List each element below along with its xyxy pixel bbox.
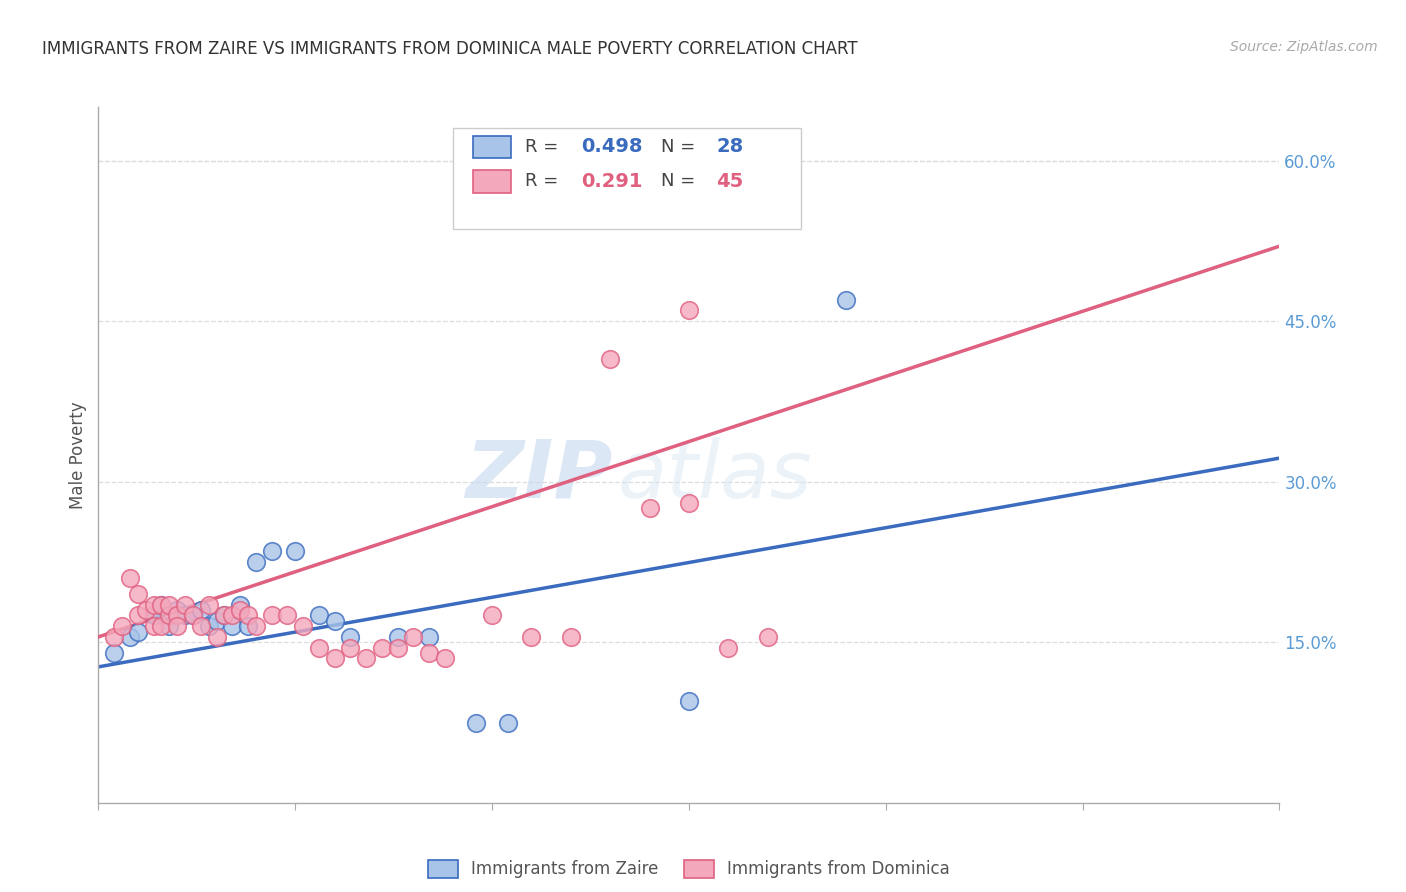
Point	[284, 544, 307, 558]
Point	[835, 293, 858, 307]
Point	[678, 303, 700, 318]
Point	[560, 630, 582, 644]
Point	[638, 501, 661, 516]
Text: 45: 45	[716, 172, 744, 191]
Point	[214, 608, 236, 623]
Point	[157, 598, 180, 612]
Point	[142, 608, 165, 623]
Point	[214, 608, 236, 623]
Point	[229, 603, 252, 617]
Point	[520, 630, 543, 644]
Point	[157, 619, 180, 633]
Point	[142, 598, 165, 612]
Point	[308, 608, 330, 623]
Legend: Immigrants from Zaire, Immigrants from Dominica: Immigrants from Zaire, Immigrants from D…	[422, 853, 956, 885]
Point	[135, 603, 157, 617]
Point	[197, 598, 219, 612]
Point	[174, 598, 197, 612]
Point	[276, 608, 298, 623]
Text: R =: R =	[524, 172, 564, 191]
Point	[496, 715, 519, 730]
Point	[418, 646, 440, 660]
Text: atlas: atlas	[619, 437, 813, 515]
Point	[150, 619, 173, 633]
Point	[465, 715, 488, 730]
Point	[166, 608, 188, 623]
Point	[205, 614, 228, 628]
Point	[433, 651, 456, 665]
Point	[323, 614, 346, 628]
Point	[323, 651, 346, 665]
Point	[260, 608, 283, 623]
Point	[118, 630, 141, 644]
Point	[190, 603, 212, 617]
Point	[221, 619, 243, 633]
Text: ZIP: ZIP	[465, 437, 612, 515]
Point	[236, 619, 259, 633]
Point	[174, 608, 197, 623]
Point	[205, 630, 228, 644]
Text: IMMIGRANTS FROM ZAIRE VS IMMIGRANTS FROM DOMINICA MALE POVERTY CORRELATION CHART: IMMIGRANTS FROM ZAIRE VS IMMIGRANTS FROM…	[42, 40, 858, 58]
Point	[678, 496, 700, 510]
Point	[292, 619, 315, 633]
Point	[481, 608, 503, 623]
Text: 28: 28	[716, 137, 744, 156]
Text: 0.498: 0.498	[582, 137, 643, 156]
Point	[236, 608, 259, 623]
Point	[339, 630, 361, 644]
Point	[197, 619, 219, 633]
Point	[402, 630, 425, 644]
Text: N =: N =	[661, 137, 700, 156]
Point	[127, 608, 149, 623]
Point	[166, 619, 188, 633]
Point	[118, 571, 141, 585]
Point	[190, 619, 212, 633]
Text: 0.291: 0.291	[582, 172, 643, 191]
FancyBboxPatch shape	[472, 136, 510, 158]
Point	[157, 608, 180, 623]
Point	[166, 603, 188, 617]
Text: Source: ZipAtlas.com: Source: ZipAtlas.com	[1230, 40, 1378, 54]
Point	[150, 598, 173, 612]
Point	[245, 619, 267, 633]
Point	[142, 619, 165, 633]
Point	[127, 587, 149, 601]
Point	[150, 598, 173, 612]
Point	[181, 608, 204, 623]
Point	[221, 608, 243, 623]
Point	[260, 544, 283, 558]
Point	[717, 640, 740, 655]
Point	[308, 640, 330, 655]
Point	[756, 630, 779, 644]
Point	[229, 598, 252, 612]
Point	[371, 640, 394, 655]
FancyBboxPatch shape	[472, 170, 510, 193]
Point	[111, 619, 134, 633]
Point	[599, 351, 621, 366]
Point	[339, 640, 361, 655]
Point	[103, 630, 125, 644]
FancyBboxPatch shape	[453, 128, 801, 229]
Point	[103, 646, 125, 660]
Point	[387, 640, 409, 655]
Y-axis label: Male Poverty: Male Poverty	[69, 401, 87, 508]
Point	[678, 694, 700, 708]
Point	[418, 630, 440, 644]
Text: R =: R =	[524, 137, 564, 156]
Point	[127, 624, 149, 639]
Point	[181, 608, 204, 623]
Text: N =: N =	[661, 172, 700, 191]
Point	[387, 630, 409, 644]
Point	[354, 651, 377, 665]
Point	[245, 555, 267, 569]
